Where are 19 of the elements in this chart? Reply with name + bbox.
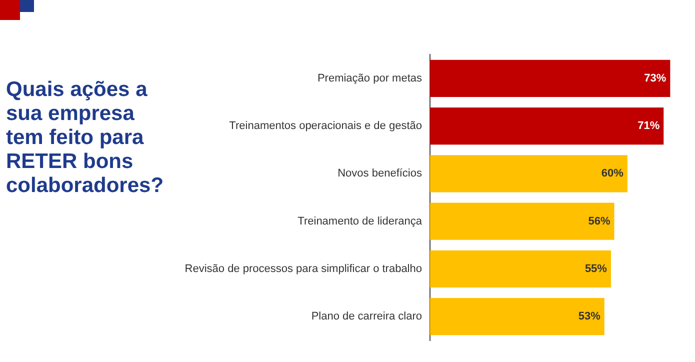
data-label: 60% [601, 168, 624, 180]
bar [430, 107, 664, 145]
y-tick-label: Premiação por metas [317, 72, 422, 84]
y-tick-label: Novos benefícios [338, 168, 422, 180]
y-tick-label: Plano de carreira claro [311, 310, 422, 323]
y-tick-label: Revisão de processos para simplificar o trabalho [184, 262, 422, 275]
bar [430, 298, 604, 336]
text: Quais ações a sua empresa tem feito para RETER bons colaboradores? [6, 78, 164, 198]
data-label: 71% [638, 120, 660, 132]
bar [430, 60, 670, 97]
bar [430, 202, 614, 240]
data-label: 56% [588, 215, 610, 228]
bar [430, 250, 611, 288]
y-tick-label: Treinamento de liderança [298, 215, 423, 228]
bar [430, 155, 628, 192]
data-label: 53% [578, 310, 601, 323]
data-label: 55% [584, 262, 608, 275]
y-tick-label: Treinamentos operacionais e de gestão [229, 120, 422, 132]
data-label: 73% [644, 72, 666, 84]
